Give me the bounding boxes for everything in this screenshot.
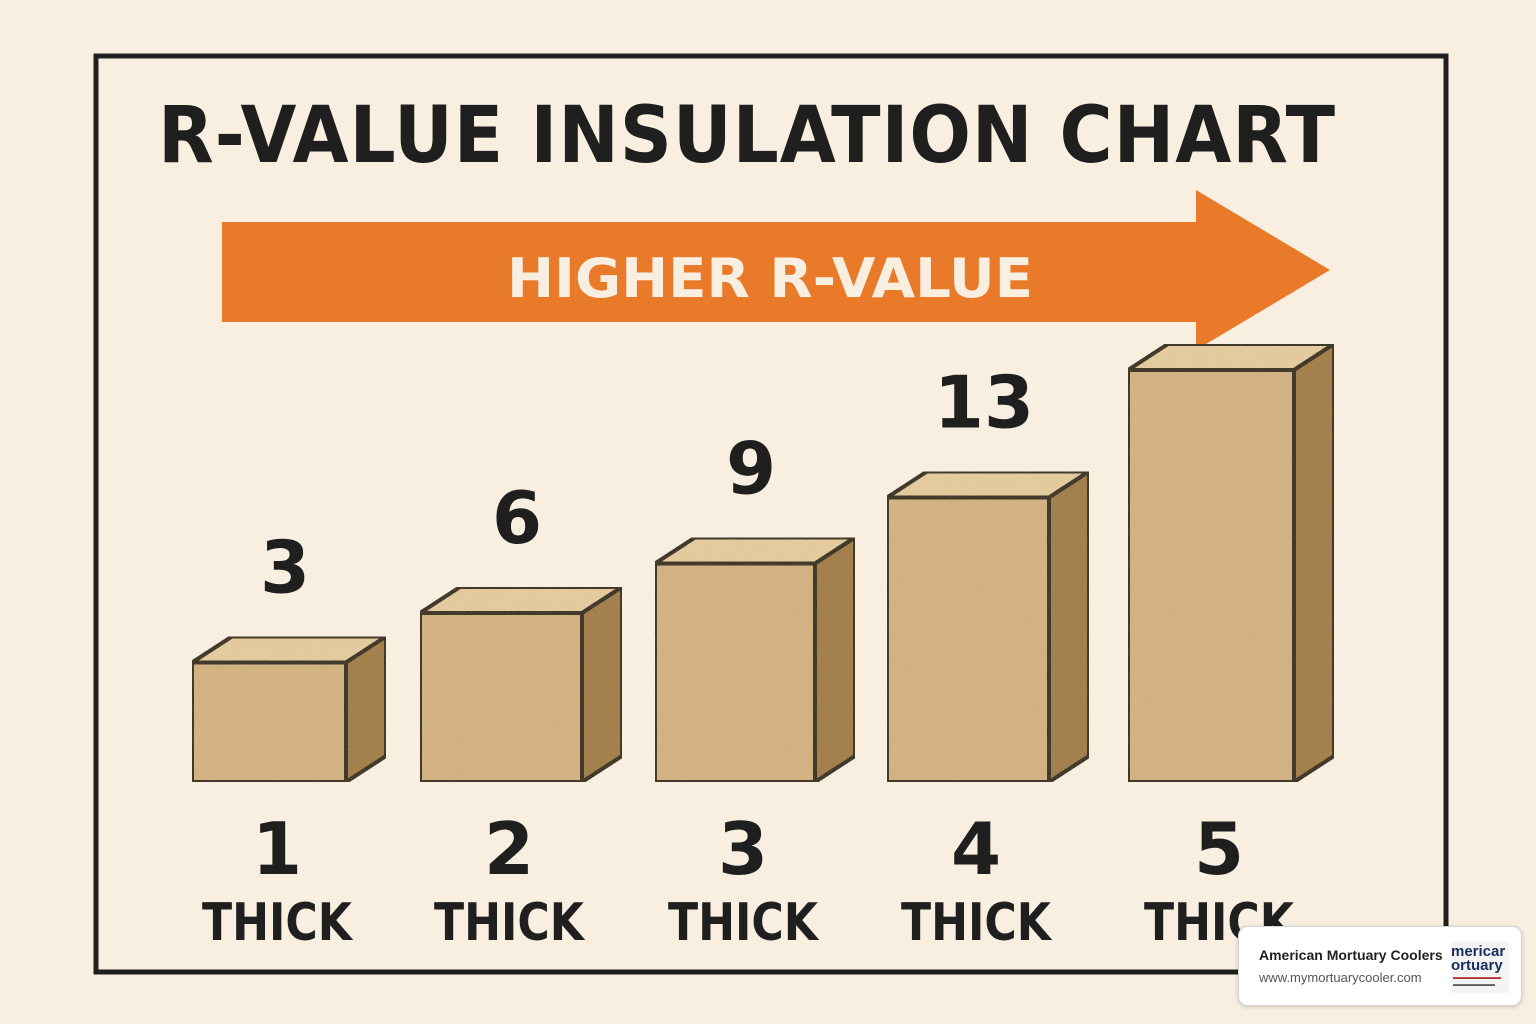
watermark-card: American Mortuary Coolers www.mymortuary…	[1238, 926, 1522, 1006]
bar-2-side	[580, 585, 624, 784]
logo-line-2: ortuary	[1451, 957, 1503, 974]
bar-2-front	[418, 611, 584, 784]
logo-tagline-1: ▬▬▬▬▬▬▬▬	[1453, 975, 1501, 981]
logo-line-1: mericar	[1451, 943, 1506, 960]
higher-r-value-arrow	[222, 190, 1330, 350]
chart-frame	[93, 53, 1449, 975]
category-unit-4: THICK	[901, 893, 1052, 953]
bar-5-front	[1126, 368, 1296, 784]
category-number-5: 5	[1194, 807, 1244, 891]
arrow-label: HIGHER R-VALUE	[507, 247, 1033, 310]
category-number-2: 2	[484, 807, 534, 891]
bar-4-front	[885, 495, 1051, 784]
bar-1-front	[190, 660, 348, 784]
category-unit-3: THICK	[668, 893, 819, 953]
bar-3-side	[813, 535, 857, 784]
bar-4-side	[1047, 469, 1091, 784]
value-label-3: 9	[726, 427, 776, 511]
chart-title: R-VALUE INSULATION CHART	[158, 91, 1336, 181]
company-logo: mericar ortuary ▬▬▬▬▬▬▬▬ ▬▬▬▬▬▬▬	[1451, 941, 1509, 993]
bar-1-side	[344, 634, 388, 784]
bar-3-front	[653, 561, 817, 784]
bars-group	[190, 342, 1336, 784]
value-label-2: 6	[492, 476, 542, 560]
bar-4	[885, 469, 1091, 784]
category-unit-1: THICK	[202, 893, 353, 953]
bar-1	[190, 634, 388, 784]
value-label-1: 3	[260, 526, 310, 610]
category-unit-2: THICK	[434, 893, 585, 953]
watermark-url: www.mymortuarycooler.com	[1259, 970, 1422, 985]
category-number-4: 4	[951, 807, 1001, 891]
bar-5	[1126, 342, 1336, 784]
category-number-3: 3	[718, 807, 768, 891]
logo-tagline-2: ▬▬▬▬▬▬▬	[1453, 982, 1495, 988]
category-number-1: 1	[252, 807, 302, 891]
watermark-name: American Mortuary Coolers	[1259, 947, 1443, 963]
bar-2	[418, 585, 624, 784]
bar-5-side	[1292, 342, 1336, 784]
value-label-4: 13	[934, 361, 1034, 445]
bar-3	[653, 535, 857, 784]
